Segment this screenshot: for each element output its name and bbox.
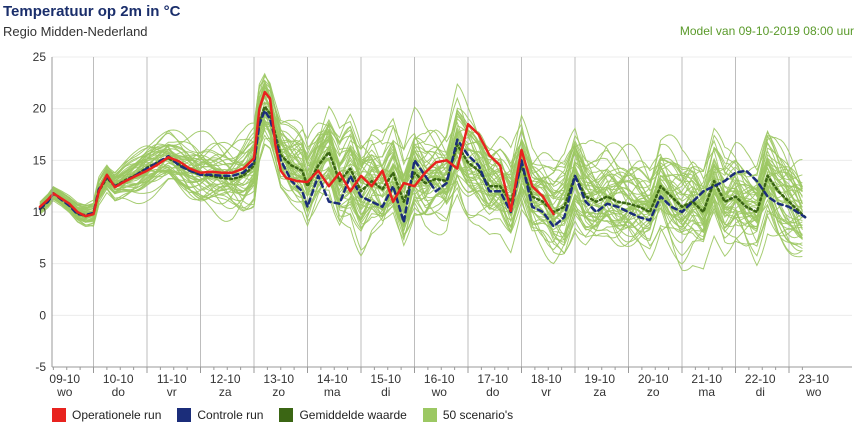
legend-label: Operationele run (72, 408, 162, 422)
legend-swatch-control (177, 408, 192, 422)
legend-item-scenarios[interactable]: 50 scenario's (422, 408, 514, 422)
x-day-label: vr (167, 385, 177, 399)
scenario-line (39, 85, 803, 209)
scenario-line (39, 122, 803, 251)
control-line (38, 109, 807, 228)
main-lines (38, 90, 807, 228)
y-tick-label: 20 (33, 102, 47, 116)
scenario-line (39, 123, 803, 252)
x-date-label: 20-10 (638, 372, 669, 386)
x-date-label: 16-10 (424, 372, 455, 386)
legend-swatch-operational (52, 408, 66, 422)
legend: Operationele run Controle run Gemiddelde… (52, 408, 529, 422)
scenario-line (39, 101, 803, 210)
chart-subtitle: Regio Midden-Nederland (3, 24, 148, 39)
scenario-line (39, 96, 803, 224)
x-date-label: 09-10 (49, 372, 80, 386)
x-day-label: zo (272, 385, 285, 399)
y-tick-label: 15 (33, 153, 47, 167)
x-date-label: 10-10 (103, 372, 134, 386)
y-axis: -5 0 5 10 15 20 25 (33, 50, 53, 374)
legend-swatch-scenarios (422, 408, 437, 422)
y-tick-label: 25 (33, 50, 47, 64)
x-day-label: wo (431, 385, 448, 399)
x-date-label: 14-10 (317, 372, 348, 386)
scenario-line (39, 93, 803, 220)
x-date-label: 12-10 (210, 372, 241, 386)
chart-title: Temperatuur op 2m in °C (3, 3, 181, 20)
x-day-label: wo (56, 385, 73, 399)
x-date-label: 11-10 (157, 372, 187, 386)
legend-label: 50 scenario's (442, 408, 514, 422)
scenario-line (39, 129, 803, 241)
legend-label: Controle run (197, 408, 264, 422)
scenario-lines (39, 72, 803, 272)
x-day-label: zo (647, 385, 660, 399)
legend-swatch-mean (279, 408, 294, 422)
x-day-label: di (381, 385, 390, 399)
scenario-line (39, 74, 803, 222)
x-day-label: ma (698, 385, 715, 399)
x-day-label: wo (805, 385, 822, 399)
x-date-label: 15-10 (370, 372, 401, 386)
x-day-label: za (593, 385, 606, 399)
scenario-line (39, 85, 803, 257)
y-tick-label: 10 (33, 205, 47, 219)
x-day-label: do (112, 385, 126, 399)
x-day-label: ma (324, 385, 341, 399)
legend-label: Gemiddelde waarde (299, 408, 407, 422)
legend-item-mean[interactable]: Gemiddelde waarde (279, 408, 407, 422)
scenario-line (39, 120, 803, 226)
x-date-label: 22-10 (745, 372, 776, 386)
x-date-label: 21-10 (691, 372, 722, 386)
y-tick-label: 5 (39, 257, 46, 271)
scenario-line (39, 79, 803, 217)
scenario-line (39, 112, 803, 221)
scenario-line (39, 95, 803, 214)
y-tick-label: -5 (35, 360, 46, 374)
scenario-line (39, 75, 803, 221)
x-date-label: 17-10 (477, 372, 508, 386)
operational-line (38, 90, 555, 218)
x-date-label: 19-10 (584, 372, 615, 386)
legend-item-control[interactable]: Controle run (177, 408, 263, 422)
x-axis: 09-10wo10-10do11-10vr12-10za13-10zo14-10… (49, 366, 852, 399)
x-date-label: 23-10 (798, 372, 829, 386)
x-day-label: do (486, 385, 500, 399)
x-day-label: di (756, 385, 765, 399)
x-day-label: za (219, 385, 232, 399)
x-day-label: vr (541, 385, 551, 399)
x-date-label: 18-10 (531, 372, 562, 386)
y-tick-label: 0 (39, 308, 46, 322)
model-timestamp: Model van 09-10-2019 08:00 uur (679, 24, 854, 38)
legend-item-operational[interactable]: Operationele run (52, 408, 161, 422)
x-date-label: 13-10 (263, 372, 294, 386)
